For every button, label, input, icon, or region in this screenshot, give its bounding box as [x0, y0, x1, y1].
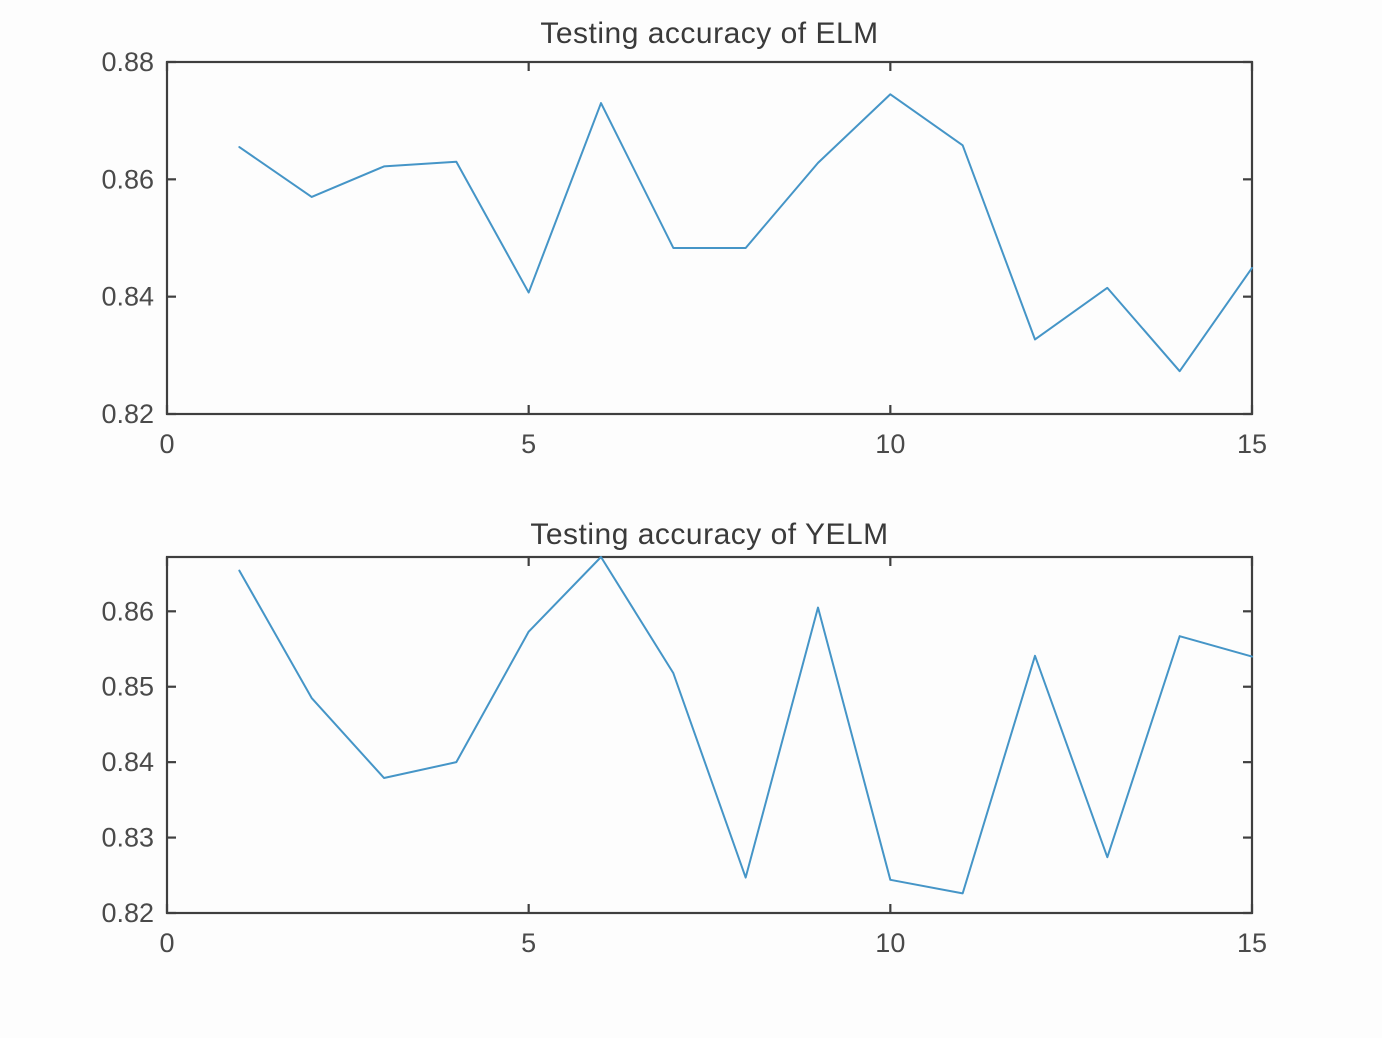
plot-box [165, 555, 1254, 915]
x-tick-label: 0 [159, 928, 174, 958]
y-tick-label: 0.84 [101, 282, 154, 312]
x-tick-label: 10 [875, 429, 905, 459]
y-tick-label: 0.88 [101, 47, 154, 77]
accuracy-line [238, 93, 1253, 373]
y-tick-label: 0.86 [101, 596, 154, 626]
x-tick-label: 15 [1237, 429, 1267, 459]
x-tick-label: 5 [521, 429, 536, 459]
x-tick-label: 15 [1237, 928, 1267, 958]
x-tick-label: 5 [521, 928, 536, 958]
x-tick-label: 0 [159, 429, 174, 459]
y-tick-label: 0.85 [101, 672, 154, 702]
accuracy-line [238, 556, 1253, 895]
y-tick-label: 0.82 [101, 898, 154, 928]
y-tick-label: 0.84 [101, 747, 154, 777]
x-tick-label: 10 [875, 928, 905, 958]
y-tick-label: 0.82 [101, 399, 154, 429]
plot-box [165, 60, 1254, 416]
y-tick-label: 0.83 [101, 823, 154, 853]
yelm-chart-title: Testing accuracy of YELM [530, 518, 889, 551]
y-tick-label: 0.86 [101, 164, 154, 194]
elm-chart-title: Testing accuracy of ELM [540, 17, 879, 50]
